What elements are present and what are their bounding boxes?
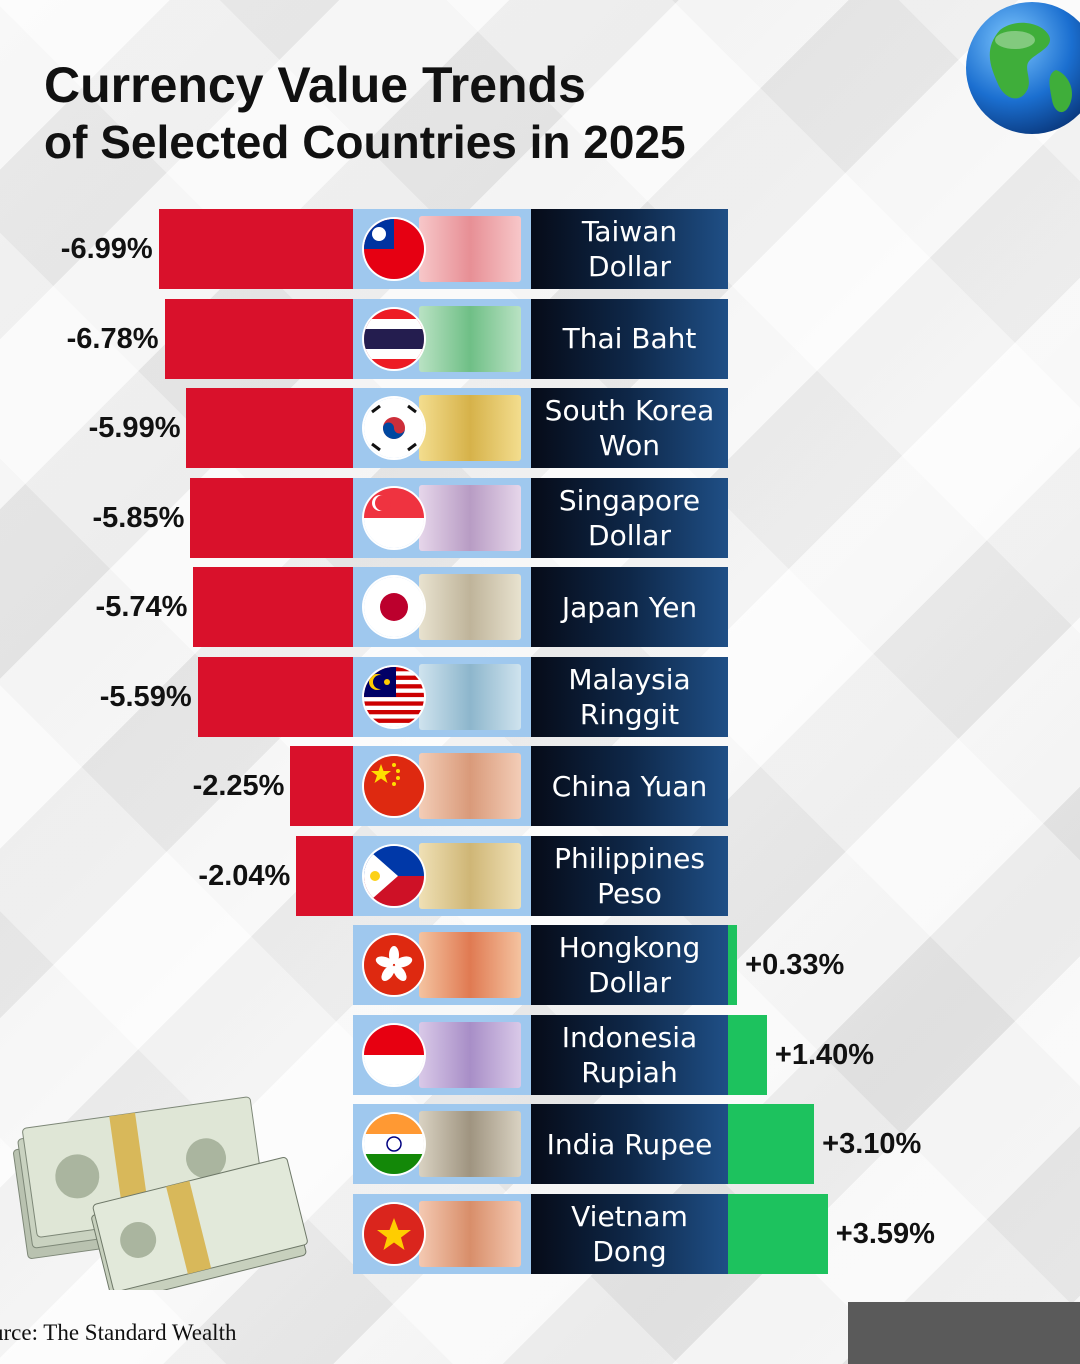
flag-hongkong-icon — [364, 935, 424, 995]
value-label-indonesia: +1.40% — [774, 1038, 875, 1071]
banknote-icon — [419, 395, 521, 461]
currency-label: China Yuan — [551, 769, 708, 803]
banknote-icon — [419, 1021, 521, 1088]
value-label-south-korea: -5.99% — [88, 412, 181, 444]
corner-overlay — [848, 1302, 1080, 1364]
flag-taiwan-icon — [364, 219, 424, 279]
flag-cell-south-korea — [353, 388, 531, 468]
bar-singapore — [190, 477, 353, 558]
money-stack-icon — [13, 1096, 308, 1290]
bar-indonesia — [728, 1014, 767, 1095]
bar-malaysia — [197, 656, 353, 737]
currency-label: Malaysia Ringgit — [568, 662, 691, 731]
flag-cell-vietnam — [353, 1193, 531, 1274]
flag-india-icon — [364, 1114, 424, 1174]
flag-thailand-icon — [364, 308, 424, 369]
value-label-india: +3.10% — [822, 1128, 922, 1160]
currency-name-india: India Rupee — [531, 1104, 728, 1184]
title-line-2: of Selected Countries in 2025 — [44, 116, 686, 168]
banknote-icon — [419, 842, 521, 909]
flag-china-icon — [364, 756, 424, 816]
banknote-icon — [419, 753, 521, 819]
flag-japan-icon — [364, 577, 424, 637]
flag-vietnam-icon — [364, 1203, 424, 1264]
banknote-icon — [419, 932, 521, 998]
bar-vietnam — [728, 1193, 828, 1274]
flag-cell-malaysia — [353, 656, 531, 737]
title-line-1: Currency Value Trends — [44, 57, 586, 113]
value-label-japan: -5.74% — [95, 591, 188, 623]
currency-name-malaysia: Malaysia Ringgit — [531, 656, 728, 737]
currency-name-indonesia: Indonesia Rupiah — [531, 1014, 728, 1095]
banknote-icon — [419, 1111, 521, 1177]
bar-south-korea — [186, 388, 353, 468]
currency-label: Vietnam Dong — [571, 1199, 688, 1268]
bar-taiwan — [158, 209, 353, 289]
currency-label: India Rupee — [546, 1127, 713, 1161]
flag-cell-taiwan — [353, 209, 531, 289]
currency-label: Hongkong Dollar — [558, 931, 701, 999]
currency-name-hongkong: Hongkong Dollar — [531, 925, 728, 1005]
banknote-icon — [419, 663, 521, 730]
value-label-china: -2.25% — [192, 770, 285, 802]
value-label-singapore: -5.85% — [92, 501, 185, 534]
value-label-vietnam: +3.59% — [835, 1217, 935, 1250]
flag-cell-thailand — [353, 298, 531, 379]
bar-thailand — [164, 298, 353, 379]
flag-south-korea-icon — [364, 398, 424, 458]
currency-label: Taiwan Dollar — [581, 215, 678, 283]
currency-label: Japan Yen — [561, 590, 698, 624]
flag-cell-indonesia — [353, 1014, 531, 1095]
bar-india — [728, 1104, 815, 1184]
currency-label: Thai Baht — [562, 322, 697, 355]
currency-name-vietnam: Vietnam Dong — [531, 1193, 728, 1274]
flag-cell-hongkong — [353, 925, 531, 1005]
globe-icon — [966, 2, 1080, 134]
currency-label: Indonesia Rupiah — [561, 1020, 698, 1089]
flag-cell-india — [353, 1104, 531, 1184]
currency-label: South Korea Won — [544, 394, 715, 462]
currency-name-japan: Japan Yen — [531, 567, 728, 647]
currency-name-china: China Yuan — [531, 746, 728, 826]
bar-philippines — [296, 835, 353, 916]
currency-name-taiwan: Taiwan Dollar — [531, 209, 728, 289]
currency-name-singapore: Singapore Dollar — [531, 477, 728, 558]
flag-cell-singapore — [353, 477, 531, 558]
flag-cell-china — [353, 746, 531, 826]
currency-name-philippines: Philippines Peso — [531, 835, 728, 916]
banknote-icon — [419, 484, 521, 551]
banknote-icon — [419, 574, 521, 640]
bar-hongkong — [728, 925, 738, 1005]
bar-china — [290, 746, 353, 826]
page-title: Currency Value Trends of Selected Countr… — [44, 56, 686, 169]
banknote-icon — [419, 1200, 521, 1267]
value-label-hongkong: +0.33% — [745, 949, 845, 981]
currency-name-thailand: Thai Baht — [531, 298, 728, 379]
flag-cell-philippines — [353, 835, 531, 916]
currency-name-south-korea: South Korea Won — [531, 388, 728, 468]
value-label-taiwan: -6.99% — [60, 233, 153, 265]
value-label-malaysia: -5.59% — [99, 680, 192, 713]
banknote-icon — [419, 216, 521, 282]
source-credit: urce: The Standard Wealth — [0, 1320, 237, 1345]
currency-label: Philippines Peso — [554, 841, 705, 910]
value-label-philippines: -2.04% — [198, 859, 291, 892]
banknote-icon — [419, 305, 521, 372]
currency-label: Singapore Dollar — [558, 483, 701, 552]
value-label-thailand: -6.78% — [66, 322, 159, 355]
bar-japan — [193, 567, 353, 647]
flag-cell-japan — [353, 567, 531, 647]
flag-malaysia-icon — [364, 666, 424, 727]
